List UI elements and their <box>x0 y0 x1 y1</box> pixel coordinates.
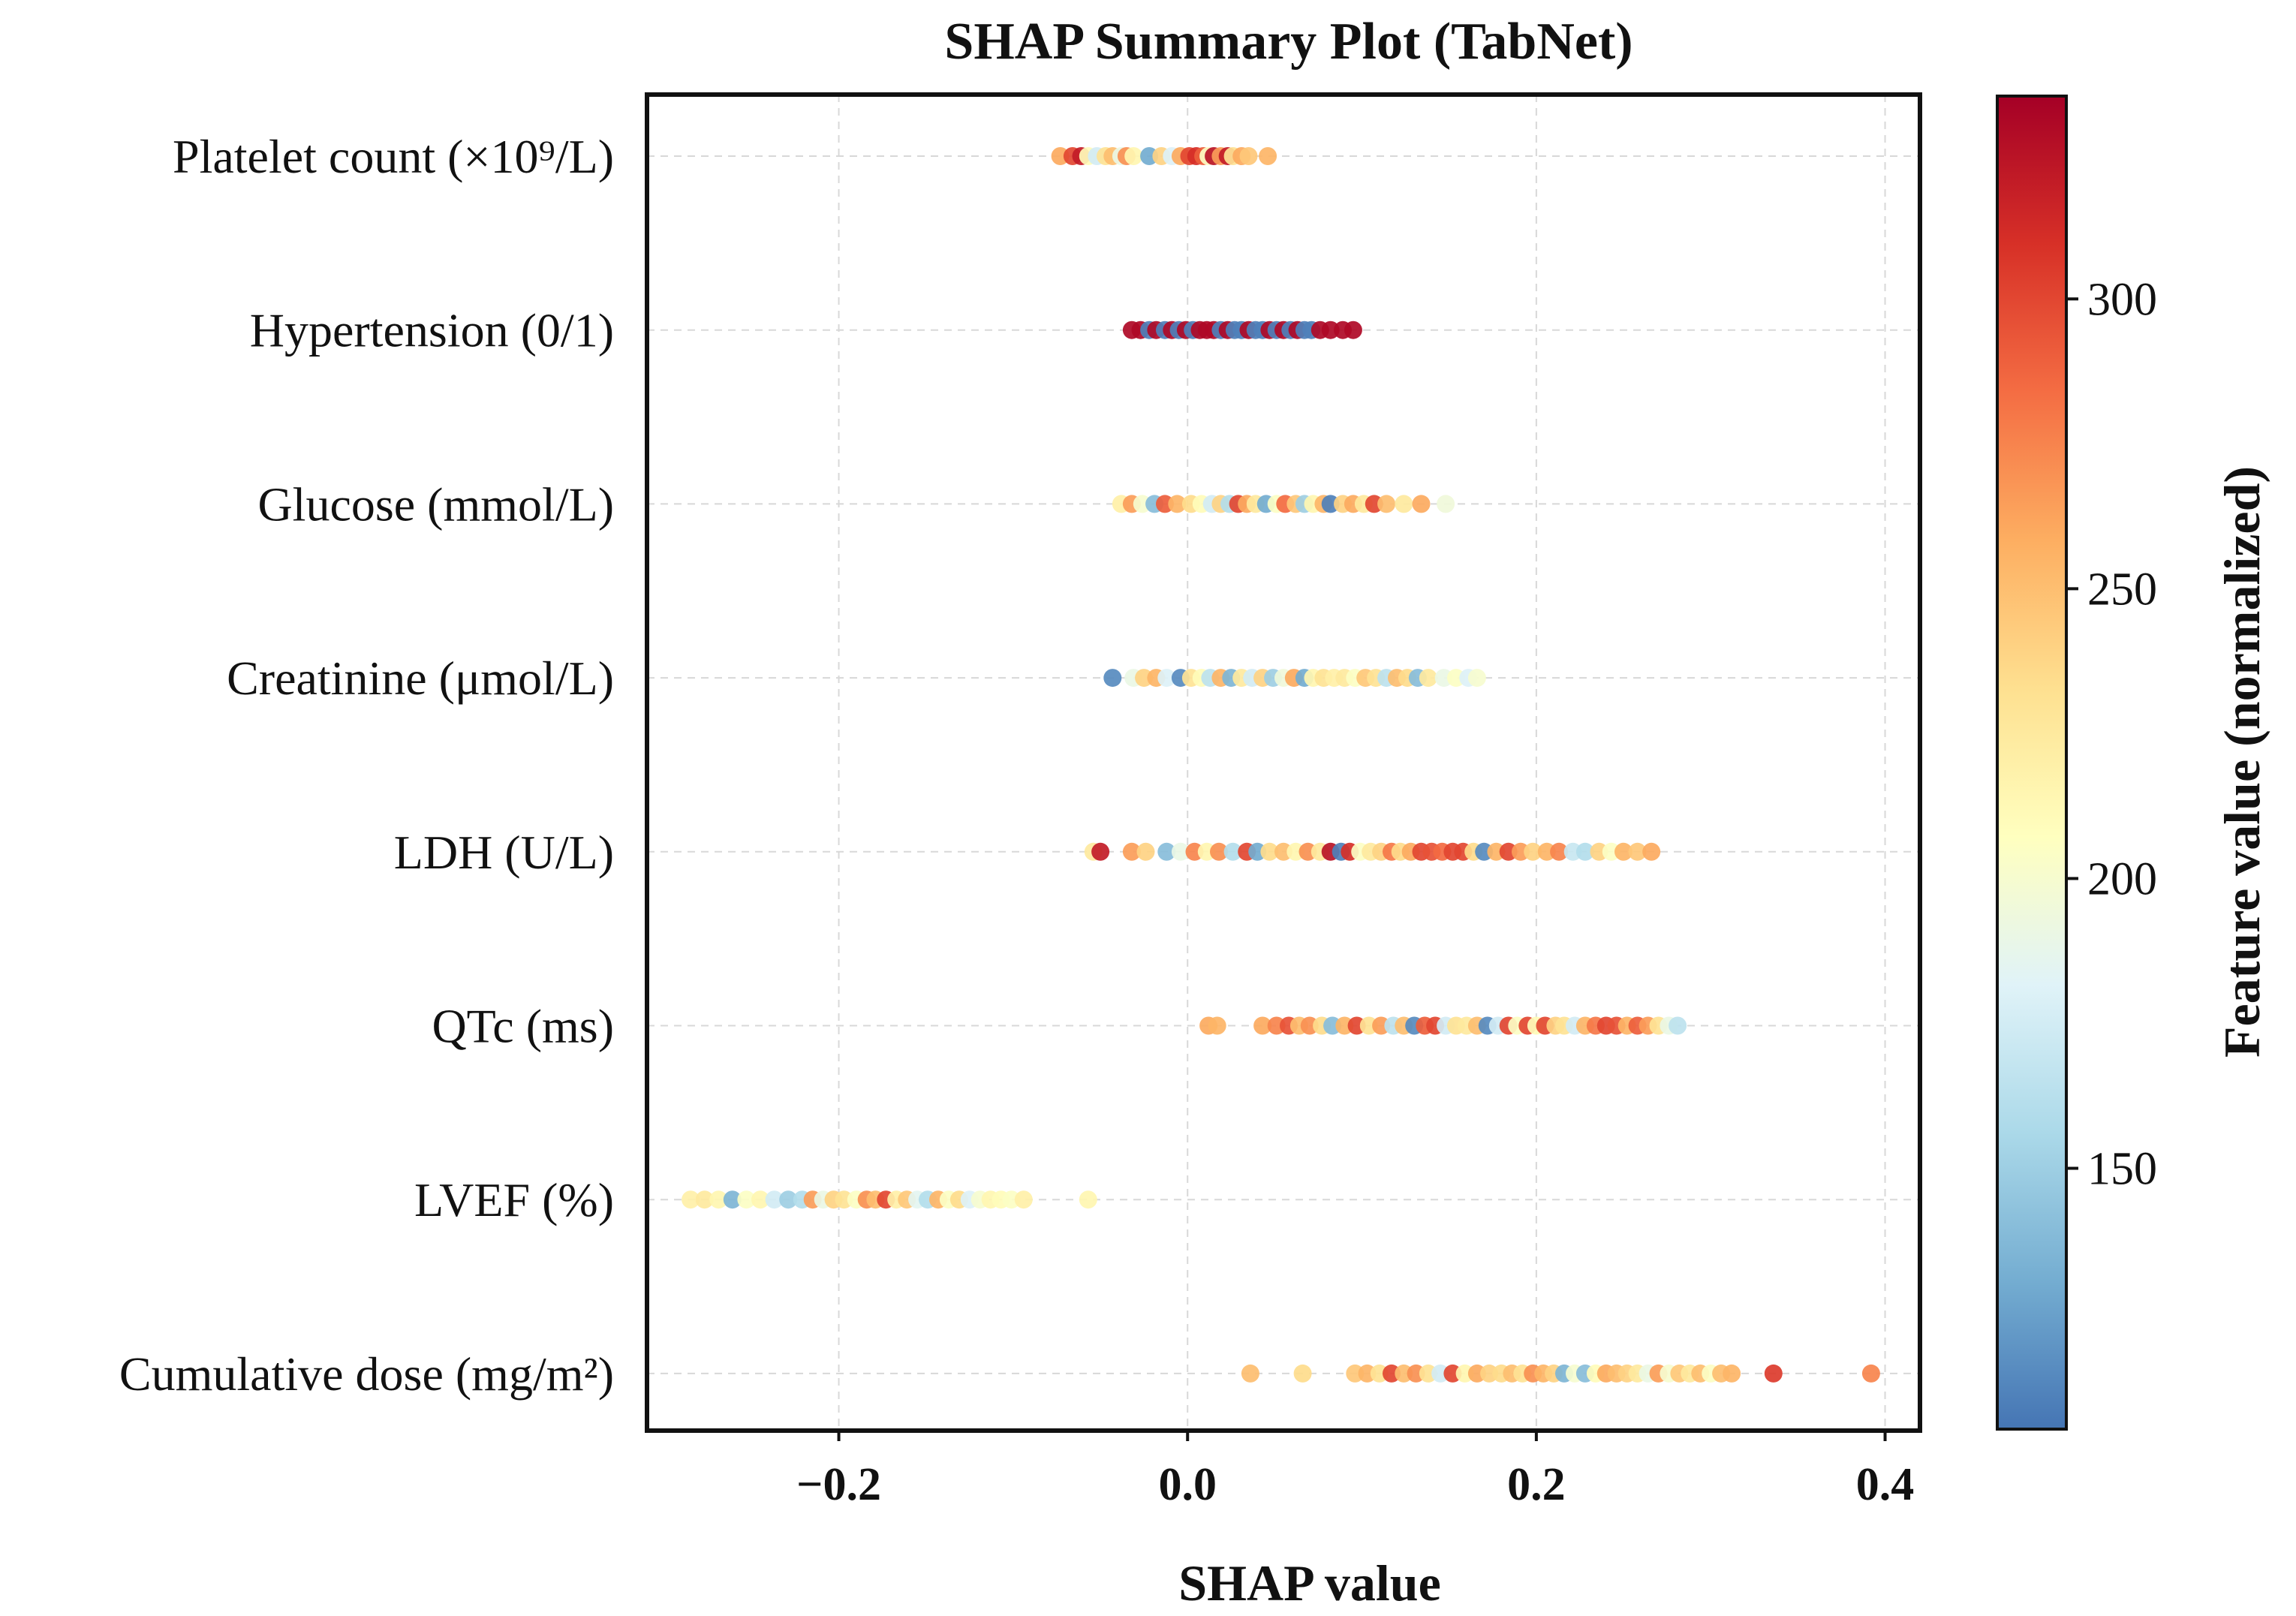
feature-label: Creatinine (μmol/L) <box>227 652 614 705</box>
shap-point <box>1524 842 1542 861</box>
shap-point <box>709 1190 728 1209</box>
shap-point <box>1124 147 1143 165</box>
shap-point <box>1259 147 1277 165</box>
shap-point <box>1412 495 1431 513</box>
shap-point <box>737 1190 756 1209</box>
colorbar-tick-label: 150 <box>2087 1144 2157 1195</box>
shap-point <box>1208 1016 1226 1035</box>
plot-frame <box>647 95 1920 1431</box>
grid-vertical <box>838 95 1886 1431</box>
x-axis-ticks: −0.2 0.0 0.2 0.4 <box>796 1431 1914 1510</box>
shap-point <box>1669 1016 1687 1035</box>
shap-point <box>1861 1364 1880 1383</box>
shap-point <box>1014 1190 1033 1209</box>
feature-label: LVEF (%) <box>414 1173 614 1226</box>
plot-border <box>645 92 1922 1433</box>
points-layer <box>682 147 1880 1383</box>
feature-label: QTc (ms) <box>432 1000 614 1053</box>
shap-point <box>682 1190 700 1209</box>
shap-point <box>1437 495 1455 513</box>
shap-point <box>765 1190 784 1209</box>
shap-point <box>1157 669 1176 688</box>
x-tick-label: −0.2 <box>796 1459 881 1510</box>
x-tick-label: 0.4 <box>1856 1459 1915 1510</box>
feature-label: Glucose (mmol/L) <box>257 477 614 531</box>
shap-point <box>1103 669 1122 688</box>
colorbar-tick-label: 250 <box>2087 564 2157 615</box>
shap-point <box>1260 842 1279 861</box>
shap-point <box>751 1190 769 1209</box>
shap-point <box>1395 495 1413 513</box>
colorbar-tick-label: 300 <box>2087 274 2157 325</box>
shap-point <box>1239 147 1258 165</box>
x-tick-label: 0.2 <box>1507 1459 1566 1510</box>
shap-point <box>1628 842 1647 861</box>
feature-label: Hypertension (0/1) <box>250 304 614 357</box>
shap-point <box>1550 842 1569 861</box>
shap-point <box>1293 1364 1312 1383</box>
shap-point <box>1614 842 1632 861</box>
colorbar-ticks: 150 200 250 300 <box>2066 274 2157 1195</box>
shap-point <box>1168 495 1187 513</box>
shap-point <box>695 1190 714 1209</box>
shap-point <box>1419 669 1437 688</box>
feature-label: Cumulative dose (mg/m²) <box>119 1347 614 1401</box>
shap-point <box>1241 1364 1259 1383</box>
colorbar: 150 200 250 300 Feature value (normalized) <box>1996 95 2270 1431</box>
shap-point <box>1377 495 1396 513</box>
feature-label: LDH (U/L) <box>394 826 614 879</box>
shap-point <box>723 1190 742 1209</box>
shap-point <box>1223 842 1242 861</box>
shap-point <box>1122 842 1141 861</box>
shap-point <box>1575 842 1594 861</box>
feature-labels: Platelet count (×10⁹/L) Hypertension (0/1… <box>119 130 614 1401</box>
shap-point <box>1467 669 1486 688</box>
shap-point <box>1210 842 1228 861</box>
shap-point <box>1091 842 1110 861</box>
shap-point <box>1136 842 1155 861</box>
shap-point <box>1642 842 1661 861</box>
shap-point <box>1344 320 1362 339</box>
plot-area <box>645 92 1922 1433</box>
x-axis-label: SHAP value <box>1178 1554 1441 1611</box>
shap-point <box>1764 1364 1783 1383</box>
feature-label: Platelet count (×10⁹/L) <box>173 130 614 183</box>
shap-point <box>1723 1364 1741 1383</box>
shap-point <box>1171 842 1190 861</box>
shap-point <box>779 1190 798 1209</box>
shap-point <box>1253 1016 1272 1035</box>
shap-point <box>1079 1190 1097 1209</box>
colorbar-label: Feature value (normalized) <box>2213 466 2270 1058</box>
shap-point <box>1157 842 1176 861</box>
chart-title: SHAP Summary Plot (TabNet) <box>944 13 1632 71</box>
colorbar-tick-label: 200 <box>2087 853 2157 904</box>
x-tick-label: 0.0 <box>1158 1459 1217 1510</box>
colorbar-gradient <box>1996 95 2068 1431</box>
